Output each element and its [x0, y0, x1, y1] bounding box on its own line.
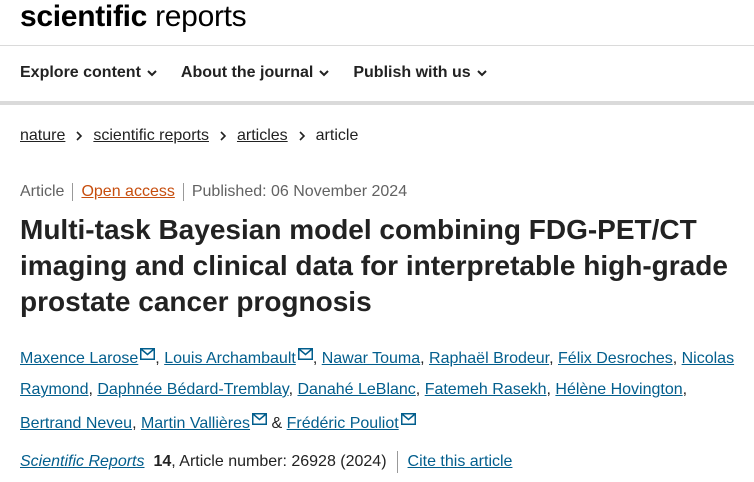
- article-meta: Article Open access Published: 06 Novemb…: [20, 183, 407, 201]
- author-link[interactable]: Maxence Larose: [20, 350, 139, 367]
- author-conjunction: &: [271, 415, 283, 432]
- author-link[interactable]: Nawar Touma: [321, 350, 421, 367]
- meta-divider: [182, 183, 184, 201]
- published-date: Published: 06 November 2024: [191, 183, 408, 200]
- chevron-right-icon: [76, 131, 83, 141]
- author-link[interactable]: Daphnée Bédard-Tremblay: [97, 381, 289, 398]
- author-link[interactable]: Bertrand Neveu: [20, 415, 133, 432]
- author-link[interactable]: Fatemeh Rasekh: [424, 381, 547, 398]
- nav-item-label: Explore content: [20, 64, 141, 81]
- cite-this-article-link[interactable]: Cite this article: [407, 453, 513, 470]
- author-link[interactable]: Nicolas Raymond: [20, 350, 735, 398]
- article-title: Multi-task Bayesian model combining FDG-…: [20, 214, 728, 317]
- mail-icon[interactable]: [140, 340, 156, 360]
- chevron-down-icon: [476, 70, 487, 77]
- open-access-link[interactable]: Open access: [81, 183, 175, 200]
- journal-volume: 14: [153, 453, 172, 470]
- nav-item-label: About the journal: [180, 64, 314, 81]
- journal-link[interactable]: Scientific Reports: [20, 453, 145, 470]
- site-logo[interactable]: scientific reports: [20, 0, 247, 34]
- meta-divider: [72, 183, 74, 201]
- citation-line: Scientific Reports 14 , Article number: …: [20, 451, 512, 473]
- author-link[interactable]: Martin Vallières: [140, 415, 251, 432]
- chevron-down-icon: [319, 70, 330, 77]
- nav-divider: [0, 101, 754, 105]
- breadcrumb: nature scientific reports articles artic…: [20, 127, 358, 145]
- chevron-right-icon: [220, 131, 227, 141]
- author-link[interactable]: Louis Archambault: [164, 350, 296, 367]
- author-link[interactable]: Félix Desroches: [558, 350, 673, 367]
- chevron-down-icon: [147, 70, 157, 77]
- mail-icon[interactable]: [400, 405, 416, 425]
- nav-about-journal[interactable]: About the journal: [180, 64, 330, 82]
- breadcrumb-scientific-reports[interactable]: scientific reports: [93, 127, 209, 144]
- author-list: Maxence Larose, Louis Archambault, Nawar…: [20, 340, 745, 439]
- nav-explore-content[interactable]: Explore content: [20, 64, 157, 82]
- breadcrumb-nature[interactable]: nature: [20, 127, 66, 144]
- citation-divider: [396, 451, 398, 473]
- nav-publish-with-us[interactable]: Publish with us: [353, 64, 487, 82]
- author-link[interactable]: Hélène Hovington: [555, 381, 683, 398]
- mail-icon[interactable]: [252, 405, 268, 425]
- article-type: Article: [20, 183, 65, 200]
- mail-icon[interactable]: [297, 340, 313, 360]
- breadcrumb-articles[interactable]: articles: [236, 127, 288, 144]
- nav-item-label: Publish with us: [353, 64, 471, 81]
- main-nav: Explore content About the journal Publis…: [20, 64, 487, 82]
- author-link[interactable]: Danahé LeBlanc: [297, 381, 416, 398]
- breadcrumb-current: article: [315, 127, 359, 144]
- author-link[interactable]: Raphaël Brodeur: [429, 350, 550, 367]
- header-divider: [0, 45, 754, 46]
- article-number: , Article number: 26928 (2024): [171, 453, 387, 470]
- chevron-right-icon: [299, 131, 305, 141]
- logo-bold: scientific: [20, 0, 148, 33]
- logo-light: reports: [155, 0, 247, 33]
- author-link[interactable]: Frédéric Pouliot: [286, 415, 399, 432]
